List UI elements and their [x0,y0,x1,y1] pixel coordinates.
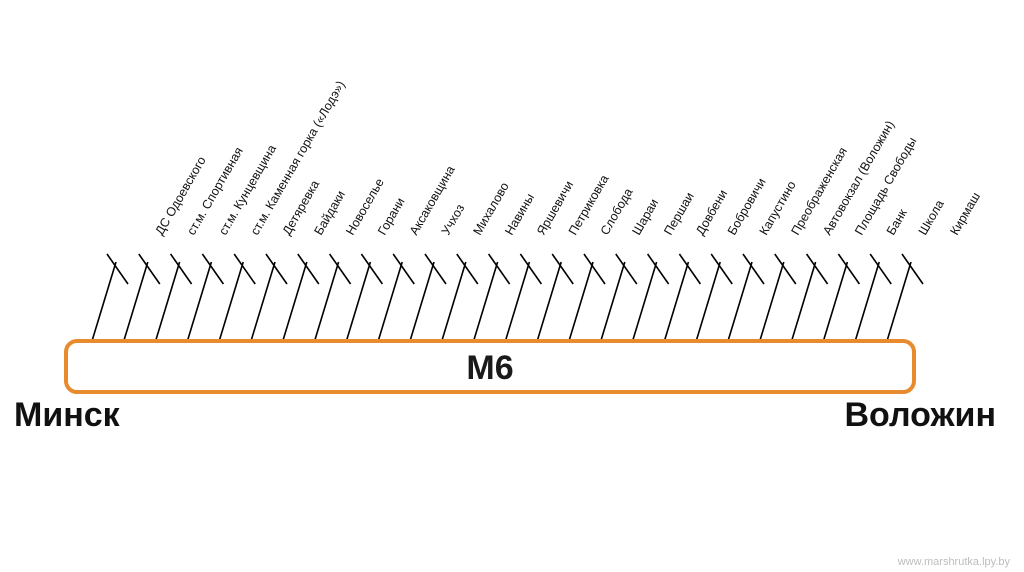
stop-marker [790,253,829,342]
stop-marker [663,253,702,342]
stop-marker [472,253,511,342]
stop-label: Площадь Свободы [852,135,919,238]
stop-marker [727,253,765,342]
stop-marker [154,253,193,342]
stop-marker [91,253,129,342]
stop-marker [377,253,415,342]
stop-marker [282,253,320,342]
route-box [64,339,916,394]
end-city-label: Воложин [844,396,997,434]
stop-label: Горани [375,195,407,237]
stop-marker [250,253,288,342]
stop-label: Першаи [661,190,697,238]
stop-label: Навины [502,191,537,237]
stop-label: Банк [884,206,910,237]
stop-marker [409,253,447,342]
stop-marker [345,253,384,342]
stop-label: Школа [916,198,947,238]
stop-label: Учхоз [439,202,468,238]
stop-marker [313,253,352,342]
start-city-label: Минск [14,396,120,434]
stop-marker [504,253,543,342]
route-name: М6 [466,349,513,387]
stop-marker [631,253,670,342]
stop-marker [441,253,479,342]
stop-marker [568,253,606,342]
stop-marker [854,253,892,342]
stop-marker [536,253,574,342]
stop-marker [759,253,797,342]
stop-marker [186,253,225,342]
stop-label: ст.м. Кунцевщина [216,142,279,237]
stop-label: Преображенская [788,145,850,238]
stop-marker [218,253,256,342]
stop-marker [822,253,861,342]
stop-label: Шараи [629,196,661,237]
stop-marker [695,253,733,342]
stop-label: Кирмаш [947,190,983,238]
stop-marker [123,253,161,342]
stop-marker [886,253,924,342]
stop-marker [600,253,638,342]
watermark: www.marshrutka.lpy.by [897,556,1010,568]
